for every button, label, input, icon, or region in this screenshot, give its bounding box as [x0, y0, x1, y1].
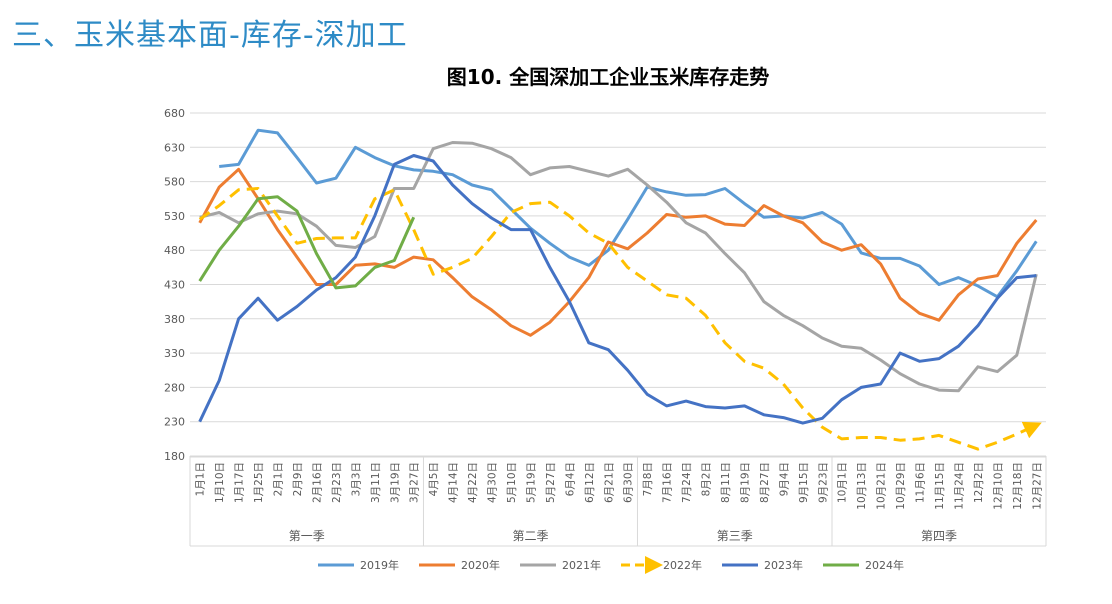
x-tick-label: 12月18日 — [1012, 462, 1024, 510]
y-tick-label: 180 — [164, 450, 185, 463]
series-lines — [198, 128, 1042, 451]
x-tick-label: 7月24日 — [681, 462, 693, 503]
series-line-2024年 — [198, 195, 416, 290]
x-tick-label: 5月10日 — [506, 462, 518, 503]
x-tick-label: 9月4日 — [778, 462, 790, 496]
x-tick-label: 8月19日 — [739, 462, 751, 503]
x-tick-label: 11月6日 — [915, 462, 927, 503]
x-tick-label: 6月30日 — [623, 462, 635, 503]
x-tick-label: 11月15日 — [934, 462, 946, 510]
group-label: 第二季 — [512, 529, 548, 543]
x-tick-label: 4月5日 — [428, 462, 440, 496]
y-tick-label: 530 — [164, 210, 185, 223]
series-line-2020年 — [198, 167, 1038, 337]
x-tick-label: 10月13日 — [856, 462, 868, 510]
series-line-2019年 — [219, 128, 1038, 299]
x-tick-label: 4月14日 — [448, 462, 460, 503]
x-tick-label: 1月25日 — [253, 462, 265, 503]
legend-label: 2020年 — [461, 558, 500, 572]
x-tick-label: 1月17日 — [234, 462, 246, 503]
x-tick-label: 1月10日 — [214, 462, 226, 503]
series-line-2022年 — [198, 187, 1042, 451]
x-tick-label: 6月4日 — [564, 462, 576, 496]
x-tick-label: 12月27日 — [1031, 462, 1043, 510]
y-tick-label: 380 — [164, 313, 185, 326]
x-tick-label: 9月23日 — [817, 462, 829, 503]
grid — [190, 112, 1046, 457]
quarter-groups: 第一季 第二季 第三季 第四季 — [189, 456, 1047, 547]
y-tick-label: 280 — [164, 381, 185, 394]
x-tick-label: 1月1日 — [195, 462, 207, 496]
x-tick-label: 2月23日 — [331, 462, 343, 503]
section-title: 三、玉米基本面-库存-深加工 — [12, 18, 408, 53]
x-tick-label: 7月8日 — [642, 462, 654, 496]
y-tick-label: 480 — [164, 244, 185, 257]
legend-label: 2019年 — [360, 558, 399, 572]
y-tick-label: 630 — [164, 141, 185, 154]
legend-label: 2024年 — [865, 558, 904, 572]
x-tick-label: 11月24日 — [953, 462, 965, 510]
legend-label: 2022年 — [663, 558, 702, 572]
x-tick-label: 10月29日 — [895, 462, 907, 510]
x-tick-label: 2月9日 — [292, 462, 304, 496]
x-tick-label: 7月16日 — [662, 462, 674, 503]
x-tick-label: 6月12日 — [584, 462, 596, 503]
legend-label: 2023年 — [764, 558, 803, 572]
legend: 2019年 2020年 2021年 2022年 2023年 2024年 — [318, 556, 904, 574]
x-tick-label: 12月2日 — [973, 462, 985, 503]
x-tick-label: 5月27日 — [545, 462, 557, 503]
group-label: 第三季 — [717, 529, 753, 543]
x-tick-label: 8月11日 — [720, 462, 732, 503]
x-tick-label: 3月19日 — [389, 462, 401, 503]
series-line-2021年 — [199, 141, 1038, 393]
x-tick-label: 10月21日 — [876, 462, 888, 510]
x-tick-label: 2月16日 — [311, 462, 323, 503]
y-tick-label: 230 — [164, 416, 185, 429]
x-axis: 1月1日 1月10日 1月17日 1月25日 2月1日 2月9日 2月16日 2月23日 3月3… — [195, 462, 1044, 510]
y-tick-label: 580 — [164, 176, 185, 189]
group-label: 第一季 — [289, 529, 325, 543]
x-tick-label: 3月3日 — [350, 462, 362, 496]
x-tick-label: 9月15日 — [798, 462, 810, 503]
group-label: 第四季 — [921, 529, 957, 543]
x-tick-label: 3月27日 — [409, 462, 421, 503]
x-tick-label: 12月10日 — [992, 462, 1004, 510]
x-tick-label: 8月2日 — [701, 462, 713, 496]
y-tick-label: 430 — [164, 279, 185, 292]
x-tick-label: 4月30日 — [487, 462, 499, 503]
chart-title: 图10. 全国深加工企业玉米库存走势 — [447, 65, 769, 89]
series-line-2023年 — [198, 154, 1037, 425]
legend-label: 2021年 — [562, 558, 601, 572]
x-tick-label: 3月11日 — [370, 462, 382, 503]
x-tick-label: 4月22日 — [467, 462, 479, 503]
x-tick-label: 6月21日 — [603, 462, 615, 503]
y-tick-label: 680 — [164, 107, 185, 120]
y-tick-label: 330 — [164, 347, 185, 360]
y-axis: 180 230 280 330 380 430 480 530 580 630 680 — [164, 107, 185, 463]
x-tick-label: 2月1日 — [273, 462, 285, 496]
x-tick-label: 5月19日 — [525, 462, 537, 503]
x-tick-label: 8月27日 — [759, 462, 771, 503]
x-tick-label: 10月1日 — [837, 462, 849, 503]
